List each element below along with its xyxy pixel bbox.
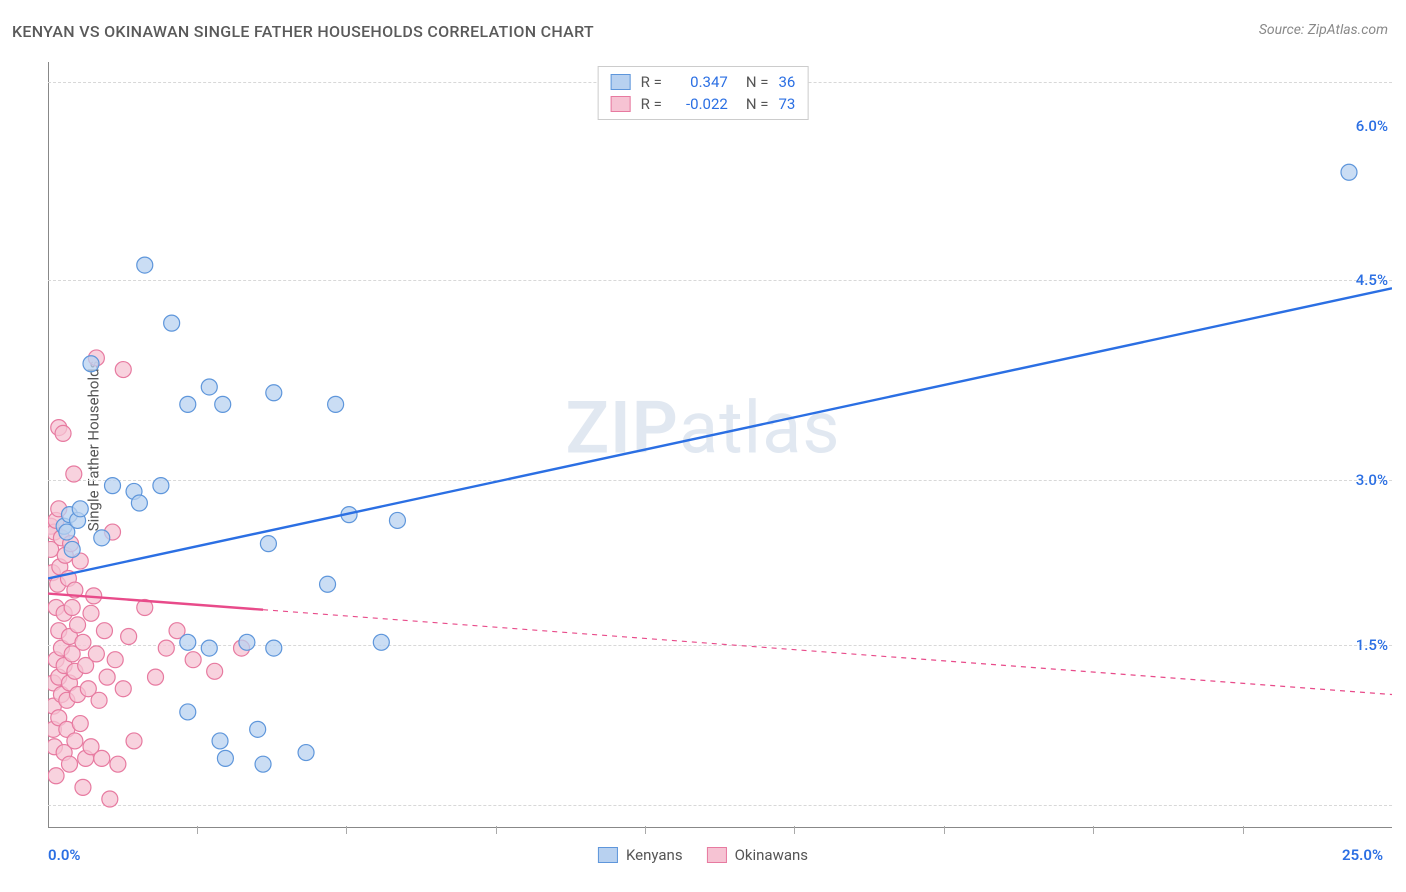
- legend-swatch: [707, 847, 727, 863]
- scatter-point: [180, 634, 196, 650]
- series-legend-item: Okinawans: [707, 846, 808, 864]
- series-name: Okinawans: [735, 846, 808, 864]
- scatter-point: [91, 692, 107, 708]
- scatter-point: [94, 750, 110, 766]
- legend-swatch: [611, 74, 631, 90]
- scatter-point: [115, 362, 131, 378]
- correlation-legend: R = 0.347 N = 36 R = -0.022 N = 73: [598, 66, 809, 120]
- trend-line: [48, 288, 1392, 578]
- scatter-point: [126, 733, 142, 749]
- x-tick-label: 25.0%: [1342, 846, 1383, 864]
- scatter-point: [373, 634, 389, 650]
- plot-svg: [48, 62, 1392, 828]
- scatter-point: [48, 768, 64, 784]
- scatter-point: [64, 599, 80, 615]
- scatter-point: [107, 652, 123, 668]
- scatter-point: [180, 704, 196, 720]
- scatter-point: [94, 530, 110, 546]
- scatter-point: [67, 733, 83, 749]
- scatter-point: [72, 716, 88, 732]
- scatter-point: [83, 356, 99, 372]
- scatter-point: [72, 501, 88, 517]
- correlation-legend-row: R = 0.347 N = 36: [611, 71, 796, 93]
- scatter-point: [266, 640, 282, 656]
- trend-line-extrapolated: [263, 610, 1392, 695]
- scatter-point: [62, 756, 78, 772]
- scatter-point: [260, 536, 276, 552]
- series-legend: Kenyans Okinawans: [598, 846, 808, 864]
- scatter-point: [250, 721, 266, 737]
- series-legend-item: Kenyans: [598, 846, 683, 864]
- x-tick-label: 0.0%: [48, 846, 80, 864]
- scatter-point: [217, 750, 233, 766]
- scatter-point: [64, 541, 80, 557]
- scatter-point: [70, 617, 86, 633]
- scatter-point: [201, 640, 217, 656]
- scatter-point: [148, 669, 164, 685]
- chart-title: KENYAN VS OKINAWAN SINGLE FATHER HOUSEHO…: [12, 22, 594, 41]
- scatter-point: [215, 396, 231, 412]
- scatter-point: [266, 385, 282, 401]
- scatter-point: [88, 646, 104, 662]
- r-label: R =: [641, 95, 662, 113]
- scatter-point: [137, 257, 153, 273]
- scatter-point: [255, 756, 271, 772]
- scatter-point: [164, 315, 180, 331]
- scatter-point: [158, 640, 174, 656]
- r-label: R =: [641, 73, 662, 91]
- scatter-point: [121, 629, 137, 645]
- scatter-point: [75, 779, 91, 795]
- scatter-point: [298, 745, 314, 761]
- scatter-point: [212, 733, 228, 749]
- scatter-point: [99, 669, 115, 685]
- scatter-point: [153, 478, 169, 494]
- scatter-point: [389, 512, 405, 528]
- scatter-point: [105, 478, 121, 494]
- r-value: 0.347: [672, 73, 728, 91]
- r-value: -0.022: [672, 95, 728, 113]
- scatter-point: [75, 634, 91, 650]
- scatter-point: [328, 396, 344, 412]
- n-value: 73: [778, 95, 795, 113]
- scatter-point: [207, 663, 223, 679]
- scatter-point: [201, 379, 217, 395]
- legend-swatch: [611, 96, 631, 112]
- scatter-point: [66, 466, 82, 482]
- scatter-point: [185, 652, 201, 668]
- scatter-point: [96, 623, 112, 639]
- scatter-point: [55, 425, 71, 441]
- chart-container: KENYAN VS OKINAWAN SINGLE FATHER HOUSEHO…: [0, 0, 1406, 892]
- legend-swatch: [598, 847, 618, 863]
- scatter-point: [180, 396, 196, 412]
- scatter-point: [131, 495, 147, 511]
- scatter-point: [1341, 164, 1357, 180]
- n-label: N =: [746, 73, 769, 91]
- source-name: ZipAtlas.com: [1308, 22, 1388, 38]
- source-prefix: Source:: [1259, 22, 1308, 38]
- correlation-legend-row: R = -0.022 N = 73: [611, 93, 796, 115]
- n-label: N =: [746, 95, 769, 113]
- scatter-point: [110, 756, 126, 772]
- scatter-point: [239, 634, 255, 650]
- series-name: Kenyans: [626, 846, 683, 864]
- source-attribution: Source: ZipAtlas.com: [1259, 22, 1388, 38]
- scatter-point: [115, 681, 131, 697]
- n-value: 36: [778, 73, 795, 91]
- scatter-point: [83, 605, 99, 621]
- scatter-point: [320, 576, 336, 592]
- scatter-point: [102, 791, 118, 807]
